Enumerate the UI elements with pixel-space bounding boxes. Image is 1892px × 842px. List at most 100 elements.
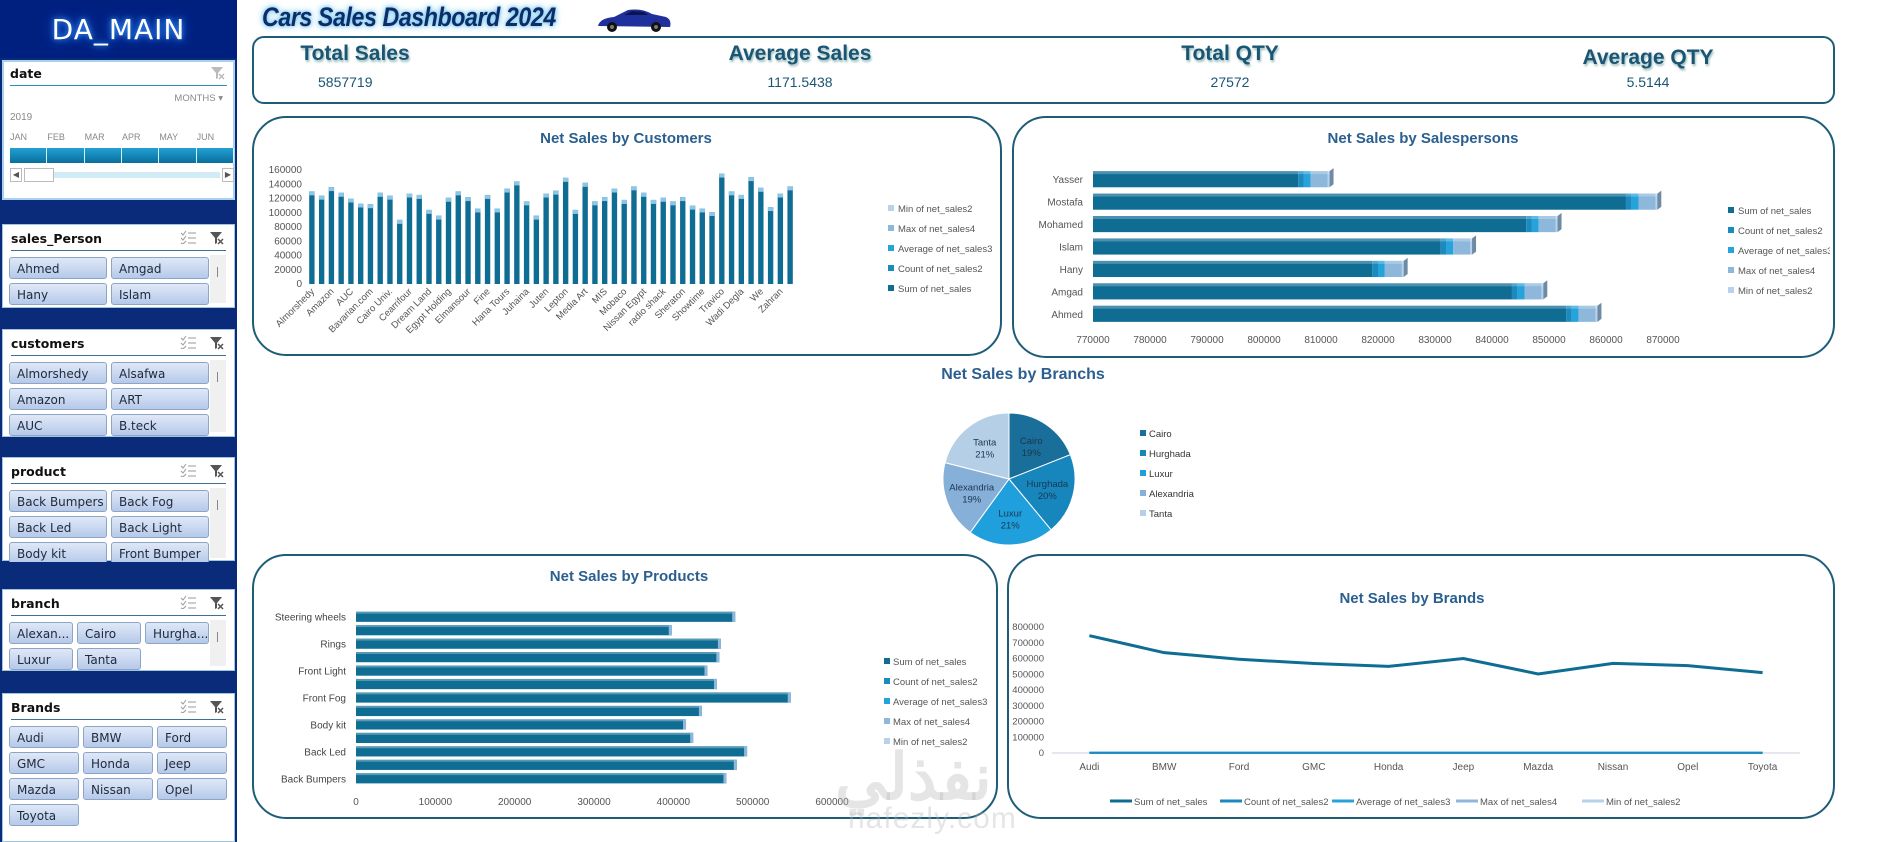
brands-chart-title: Net Sales by Brands — [1339, 590, 1485, 607]
bar-cap — [670, 201, 676, 206]
slice-percent: 19% — [962, 494, 982, 505]
bar-segment — [1327, 171, 1330, 188]
date-timeline-slicer[interactable]: date MONTHS ▾ 2019 JAN FEB MAR APR MAY J… — [2, 60, 235, 200]
slicer-item[interactable]: GMC — [9, 752, 79, 774]
bar — [416, 194, 422, 284]
scroll-track[interactable] — [24, 172, 220, 178]
products-bar-chart: Steering wheels Rings Front Light Front Fog… — [275, 611, 987, 808]
bar-depth — [1543, 280, 1548, 300]
slicer-item[interactable]: Body kit — [9, 542, 107, 562]
bar-cap — [716, 652, 720, 663]
scroll-left-icon[interactable]: ◀ — [10, 168, 22, 182]
multi-select-icon[interactable] — [180, 699, 196, 713]
slice-label: Tanta — [973, 438, 997, 449]
kpi-label: Total Sales — [300, 42, 410, 65]
bar — [356, 665, 708, 676]
month-cell[interactable] — [159, 148, 197, 163]
bar-highlight — [356, 746, 748, 749]
slicer-item[interactable]: Back Bumpers — [9, 490, 107, 512]
bar — [357, 203, 364, 284]
x-tick-label: Audi — [1079, 762, 1099, 773]
slice-percent: 19% — [1022, 448, 1042, 459]
bar — [670, 201, 676, 284]
bar-cap — [348, 198, 354, 203]
slicer-item[interactable]: Alexan... — [9, 622, 73, 644]
page-title: Cars Sales Dashboard 2024 — [262, 2, 556, 32]
slicer-item[interactable]: ART — [111, 388, 209, 410]
slicer-item[interactable]: Ahmed — [9, 257, 107, 279]
slicer-scrollbar[interactable] — [210, 360, 226, 432]
x-tick-label: 860000 — [1589, 335, 1623, 346]
clear-filter-icon[interactable] — [208, 230, 224, 246]
slicer-item[interactable]: Tanta — [77, 648, 141, 670]
multi-select-icon[interactable] — [180, 595, 196, 609]
clear-filter-icon[interactable] — [208, 463, 224, 479]
month-cell[interactable] — [122, 148, 160, 163]
scroll-thumb[interactable] — [24, 168, 54, 182]
slicer-item[interactable]: Amazon — [9, 388, 107, 410]
slicer-item[interactable]: Almorshedy — [9, 362, 107, 384]
slicer-item[interactable]: Back Fog — [111, 490, 209, 512]
slicer-customers: customers Almorshedy Alsafwa Amazon ART … — [2, 329, 235, 437]
slicer-item[interactable]: Back Led — [9, 516, 107, 538]
slicer-item[interactable]: Amgad — [111, 257, 209, 279]
bar-cap — [318, 195, 325, 200]
month-cell[interactable] — [47, 148, 85, 163]
time-level-dropdown[interactable]: MONTHS ▾ — [174, 93, 223, 104]
scroll-right-icon[interactable]: ▶ — [222, 168, 234, 182]
slicer-item[interactable]: Honda — [83, 752, 153, 774]
slicer-scrollbar[interactable] — [210, 255, 226, 303]
bar — [348, 198, 354, 284]
slicer-item[interactable]: Ford — [157, 726, 227, 748]
slice-percent: 20% — [1038, 491, 1058, 502]
slicer-item[interactable]: Luxur — [9, 648, 73, 670]
bar-segment — [1093, 283, 1512, 300]
month-cell[interactable] — [85, 148, 122, 163]
slicer-item[interactable]: AUC — [9, 414, 107, 436]
timeline-selection-bar[interactable] — [10, 148, 234, 163]
bar — [377, 192, 383, 284]
slicer-item[interactable]: Nissan — [83, 778, 153, 800]
month-cell[interactable] — [197, 148, 234, 163]
slicer-item[interactable]: BMW — [83, 726, 153, 748]
multi-select-icon[interactable] — [180, 335, 196, 349]
multi-select-icon[interactable] — [180, 463, 196, 477]
y-tick-label: 80000 — [274, 222, 302, 233]
slicer-item[interactable]: Audi — [9, 726, 79, 748]
bar — [562, 177, 569, 284]
slicer-scrollbar[interactable] — [210, 620, 226, 666]
slicer-item[interactable]: Cairo — [77, 622, 141, 644]
bar-cap — [738, 194, 745, 199]
slicer-item[interactable]: Hurgha... — [145, 622, 209, 644]
bar — [514, 181, 520, 284]
bar — [504, 188, 510, 284]
slicer-product: product Back Bumpers Back Fog Back Led B… — [2, 457, 235, 562]
slicer-item[interactable]: Jeep — [157, 752, 227, 774]
clear-filter-icon[interactable] — [208, 595, 224, 611]
slicer-title: Brands — [11, 700, 61, 715]
timeline-scrollbar[interactable]: ◀ ▶ — [10, 168, 234, 182]
slicer-item[interactable]: Hany — [9, 283, 107, 305]
x-tick-label: 870000 — [1646, 335, 1680, 346]
month-cell[interactable] — [10, 148, 48, 163]
brand-title: DA_MAIN — [51, 12, 186, 46]
slicer-item[interactable]: Toyota — [9, 804, 79, 826]
customers-bar-chart: 0 20000 40000 60000 80000 100000 120000 140000 1… — [269, 165, 993, 336]
slicer-item[interactable]: Mazda — [9, 778, 79, 800]
bar-segment — [1298, 171, 1304, 188]
slicer-scrollbar[interactable] — [210, 488, 226, 558]
slicer-item[interactable]: Back Light — [111, 516, 209, 538]
clear-filter-icon[interactable] — [208, 699, 224, 715]
clear-filter-icon[interactable] — [209, 65, 225, 81]
series-line — [1089, 634, 1763, 676]
slice-label: Cairo — [1020, 436, 1043, 447]
slicer-item[interactable]: Alsafwa — [111, 362, 209, 384]
x-tick-label: Nissan — [1598, 762, 1629, 773]
slicer-item[interactable]: Islam — [111, 283, 209, 305]
clear-filter-icon[interactable] — [208, 335, 224, 351]
legend-swatch — [884, 698, 890, 704]
multi-select-icon[interactable] — [180, 230, 196, 244]
slicer-item[interactable]: Front Bumper — [111, 542, 209, 562]
slicer-item[interactable]: B.teck — [111, 414, 209, 436]
slicer-item[interactable]: Opel — [157, 778, 227, 800]
